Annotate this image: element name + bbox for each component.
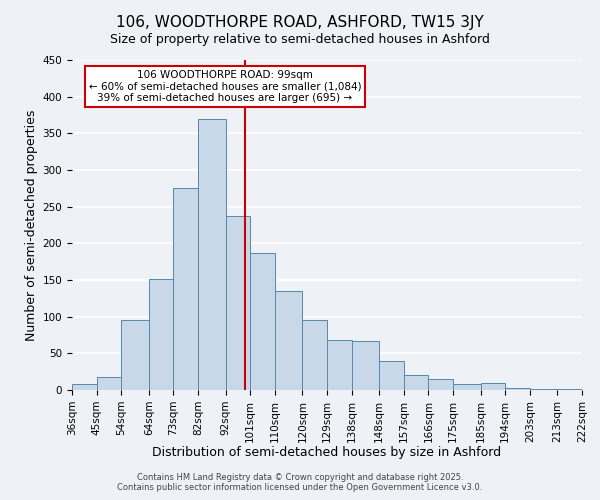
Bar [250,253,275,390]
Bar [72,384,97,390]
Bar [97,377,121,390]
Bar [173,188,198,390]
Y-axis label: Number of semi-detached properties: Number of semi-detached properties [25,110,38,340]
Text: Contains HM Land Registry data © Crown copyright and database right 2025.
Contai: Contains HM Land Registry data © Crown c… [118,473,482,492]
Bar [530,388,557,390]
Text: 106, WOODTHORPE ROAD, ASHFORD, TW15 3JY: 106, WOODTHORPE ROAD, ASHFORD, TW15 3JY [116,15,484,30]
Bar [505,388,530,390]
X-axis label: Distribution of semi-detached houses by size in Ashford: Distribution of semi-detached houses by … [152,446,502,459]
Bar [428,379,453,390]
Bar [379,360,404,390]
Text: 106 WOODTHORPE ROAD: 99sqm
← 60% of semi-detached houses are smaller (1,084)
39%: 106 WOODTHORPE ROAD: 99sqm ← 60% of semi… [89,70,361,103]
Bar [226,216,250,390]
Bar [481,382,505,390]
Bar [198,118,226,390]
Bar [149,278,173,390]
Bar [404,374,428,390]
Bar [275,291,302,390]
Bar [121,320,149,390]
Text: Size of property relative to semi-detached houses in Ashford: Size of property relative to semi-detach… [110,32,490,46]
Bar [453,384,481,390]
Bar [352,341,379,390]
Bar [302,320,327,390]
Bar [327,340,352,390]
